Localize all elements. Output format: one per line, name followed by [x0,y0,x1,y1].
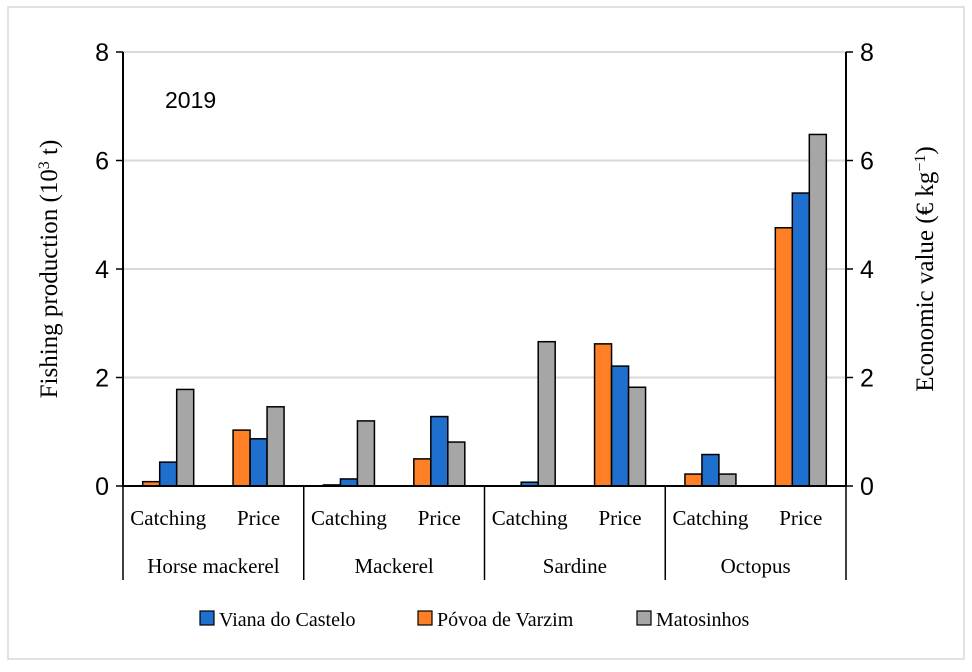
group-label: Sardine [543,554,607,578]
x-axis-labels: Catching Price Catching Price Catching Price C… [130,506,822,578]
y-axis-label-right: Economic value (€ kg−1) [912,146,940,391]
y-axis-label-right-unit: ) [912,146,939,154]
bar-viana-do-castelo [430,415,449,487]
y-tick-label-left: 2 [95,365,109,393]
bar-p-voa-de-varzim [413,458,432,487]
bar-matosinhos [627,386,647,487]
gridlines [123,51,846,379]
bar-viana-do-castelo [610,365,630,487]
bar-p-voa-de-varzim [774,227,794,487]
y-tick-label-right: 4 [860,256,874,284]
y-axis-label-left-unit: t) [36,140,63,162]
y-axis-label-right-sup: −1 [912,155,929,172]
bar-p-voa-de-varzim [684,473,703,487]
subcategory-label: Price [598,506,641,530]
subcategory-label: Catching [673,506,749,530]
year-annotation: 2019 [165,87,216,113]
subcategory-label: Price [779,506,822,530]
bar-viana-do-castelo [249,438,268,487]
tick-labels: 0 0 2 2 4 4 6 6 8 8 [95,39,874,501]
bars [141,133,828,487]
bar-matosinhos [808,133,828,487]
legend-swatch-matosinhos [636,610,652,626]
axes [116,51,853,580]
group-label: Mackerel [354,554,433,578]
y-axis-label-left: Fishing production (103 t) [36,140,64,399]
subcategory-label: Catching [130,506,206,530]
bar-viana-do-castelo [701,453,720,487]
bar-matosinhos [537,340,556,487]
bar-viana-do-castelo [158,461,178,487]
subcategory-label: Price [237,506,280,530]
bar-p-voa-de-varzim [232,429,251,487]
subcategory-label: Catching [311,506,387,530]
y-tick-label-right: 2 [860,365,874,393]
y-axis-label-right-text: Economic value (€ kg [912,171,939,392]
bar-viana-do-castelo [339,478,359,487]
bar-matosinhos [447,441,466,487]
y-axis-label-left-sup: 3 [36,161,53,169]
subcategory-label: Catching [492,506,568,530]
y-tick-label-right: 6 [860,148,874,176]
bar-p-voa-de-varzim [593,343,613,487]
bar-matosinhos [266,406,285,487]
legend-label-viana: Viana do Castelo [219,609,356,631]
legend-swatch-viana [199,610,215,626]
bar-matosinhos [175,388,195,487]
y-tick-label-right: 0 [860,473,874,501]
bar-matosinhos [356,420,376,487]
legend-label-povoa: Póvoa de Varzim [437,609,574,631]
y-tick-label-left: 8 [95,39,109,67]
legend: Viana do Castelo Póvoa de Varzim Matosin… [199,609,750,631]
y-tick-label-left: 6 [95,148,109,176]
y-tick-label-right: 8 [860,39,874,67]
subcategory-label: Price [418,506,461,530]
group-label: Octopus [721,554,791,578]
bar-viana-do-castelo [791,192,811,487]
group-label: Horse mackerel [147,554,280,578]
y-tick-label-left: 4 [95,256,109,284]
y-axis-label-left-text: Fishing production (10 [36,169,63,398]
bar-matosinhos [718,473,737,487]
y-tick-label-left: 0 [95,473,109,501]
legend-swatch-povoa [417,610,433,626]
legend-label-matosinhos: Matosinhos [656,609,750,631]
